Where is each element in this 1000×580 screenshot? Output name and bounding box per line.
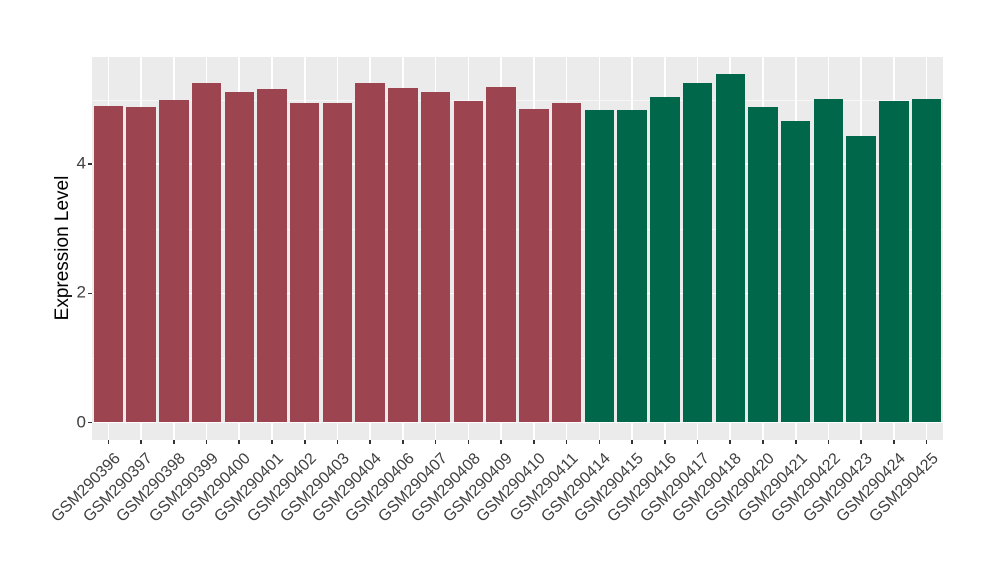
bar xyxy=(420,91,451,423)
y-tick-label: 2 xyxy=(76,282,86,302)
bar xyxy=(780,120,811,423)
y-tick-mark xyxy=(88,292,92,295)
bar xyxy=(879,100,909,423)
major-gridline-y xyxy=(92,421,943,424)
bar xyxy=(584,109,615,423)
bar xyxy=(813,98,844,423)
bar xyxy=(388,87,418,423)
x-tick-mark xyxy=(434,440,437,444)
bar xyxy=(911,98,942,423)
bar xyxy=(617,109,647,423)
x-tick-mark xyxy=(369,440,371,444)
bar xyxy=(551,102,582,423)
x-tick-mark xyxy=(107,440,110,444)
bar xyxy=(486,86,516,423)
bar xyxy=(224,91,254,423)
x-tick-mark xyxy=(271,440,273,444)
bar xyxy=(846,136,876,423)
x-tick-mark xyxy=(500,440,502,444)
y-tick-label: 4 xyxy=(76,153,86,173)
x-tick-mark xyxy=(925,440,928,444)
bar xyxy=(290,102,320,423)
x-tick-mark xyxy=(173,440,175,444)
x-tick-mark xyxy=(663,440,666,444)
x-tick-mark xyxy=(598,440,601,444)
x-tick-mark xyxy=(762,440,764,444)
minor-gridline-y xyxy=(92,357,943,359)
y-axis-title: Expression Level xyxy=(52,175,73,321)
x-tick-mark xyxy=(467,440,470,444)
bar xyxy=(715,73,745,423)
bar xyxy=(93,105,124,423)
bar xyxy=(191,83,222,423)
bar xyxy=(322,102,353,423)
bar xyxy=(682,82,713,423)
bar xyxy=(355,83,385,423)
y-tick-label: 0 xyxy=(76,412,86,432)
x-tick-mark xyxy=(565,440,568,444)
minor-gridline-y xyxy=(92,99,943,101)
x-tick-mark xyxy=(238,440,241,444)
x-tick-mark xyxy=(140,440,142,444)
bar xyxy=(257,89,287,423)
bar xyxy=(159,100,189,423)
bar xyxy=(126,107,156,423)
major-gridline-y xyxy=(92,163,943,165)
x-tick-mark xyxy=(860,440,862,444)
x-tick-mark xyxy=(336,440,339,444)
bar xyxy=(748,106,778,423)
minor-gridline-y xyxy=(92,228,943,230)
y-tick-mark xyxy=(88,421,92,424)
x-tick-mark xyxy=(893,440,895,444)
y-tick-mark xyxy=(88,163,92,165)
x-tick-mark xyxy=(794,440,797,444)
plot-panel xyxy=(92,57,943,440)
x-tick-mark xyxy=(205,440,208,444)
x-tick-mark xyxy=(696,440,699,444)
x-tick-mark xyxy=(402,440,404,444)
x-tick-mark xyxy=(827,440,830,444)
x-tick-mark xyxy=(729,440,732,444)
major-gridline-y xyxy=(92,292,943,295)
bar xyxy=(650,96,680,423)
x-tick-mark xyxy=(533,440,535,444)
x-tick-mark xyxy=(631,440,633,444)
x-tick-mark xyxy=(303,440,306,444)
bar xyxy=(453,100,484,423)
bar xyxy=(519,108,549,423)
